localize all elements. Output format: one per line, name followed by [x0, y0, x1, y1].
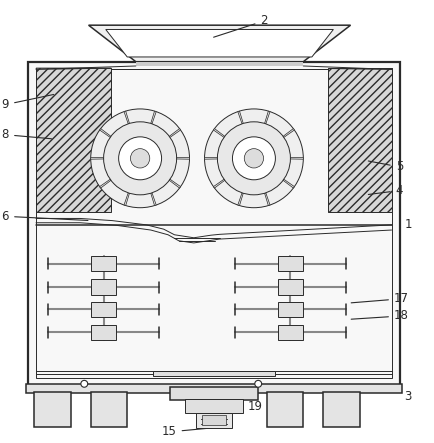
Text: 8: 8	[2, 128, 51, 141]
Polygon shape	[264, 193, 270, 206]
Polygon shape	[264, 111, 270, 124]
Polygon shape	[237, 111, 243, 124]
Bar	[195, 412, 232, 427]
Polygon shape	[283, 179, 294, 188]
Bar	[91, 256, 116, 271]
Polygon shape	[91, 157, 103, 159]
Bar	[153, 371, 275, 376]
Polygon shape	[151, 193, 156, 206]
Polygon shape	[105, 30, 332, 57]
Bar	[277, 280, 302, 295]
Polygon shape	[151, 111, 156, 124]
Text: 17: 17	[350, 292, 408, 305]
Polygon shape	[176, 157, 189, 159]
Polygon shape	[327, 68, 391, 70]
Polygon shape	[213, 179, 224, 188]
Circle shape	[81, 381, 88, 387]
Text: 19: 19	[235, 400, 262, 412]
Circle shape	[91, 109, 189, 208]
Text: 2: 2	[213, 14, 267, 37]
Polygon shape	[283, 128, 294, 137]
Bar	[91, 302, 116, 317]
Polygon shape	[169, 128, 180, 137]
Bar	[36, 70, 391, 378]
Polygon shape	[124, 111, 129, 124]
Text: 6: 6	[2, 210, 88, 223]
Bar	[135, 62, 302, 66]
Bar	[34, 392, 70, 427]
Circle shape	[254, 381, 261, 387]
Bar	[323, 392, 359, 427]
Polygon shape	[36, 68, 111, 70]
Circle shape	[204, 109, 302, 208]
Text: 18: 18	[350, 310, 408, 323]
Polygon shape	[204, 157, 217, 159]
Polygon shape	[237, 193, 243, 206]
Circle shape	[232, 137, 275, 180]
Text: 5: 5	[368, 160, 402, 173]
Bar	[327, 68, 391, 212]
Polygon shape	[99, 179, 111, 188]
Polygon shape	[124, 193, 129, 206]
Circle shape	[118, 137, 161, 180]
Bar	[28, 62, 399, 386]
Text: 4: 4	[368, 184, 402, 197]
Bar	[185, 399, 243, 413]
Circle shape	[130, 149, 149, 168]
Polygon shape	[290, 157, 302, 159]
Bar	[266, 392, 302, 427]
Polygon shape	[89, 25, 350, 62]
Bar	[26, 384, 401, 393]
Polygon shape	[169, 179, 180, 188]
Bar	[91, 280, 116, 295]
Bar	[91, 392, 127, 427]
Text: 15: 15	[161, 425, 212, 439]
Bar	[91, 325, 116, 340]
Bar	[277, 325, 302, 340]
Polygon shape	[99, 128, 111, 137]
Polygon shape	[213, 128, 224, 137]
Bar	[202, 415, 226, 425]
Circle shape	[103, 122, 176, 195]
Circle shape	[244, 149, 263, 168]
Bar	[170, 387, 258, 400]
Text: 9: 9	[2, 94, 53, 111]
Circle shape	[217, 122, 290, 195]
Bar	[277, 302, 302, 317]
Bar	[277, 256, 302, 271]
Text: 1: 1	[403, 218, 411, 231]
Bar	[36, 68, 111, 212]
Text: 3: 3	[403, 390, 411, 403]
